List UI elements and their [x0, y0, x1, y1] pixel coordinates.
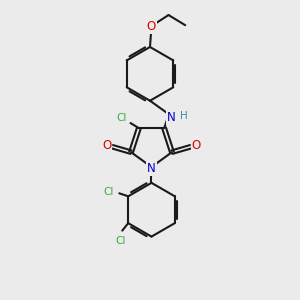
Text: H: H	[180, 111, 188, 121]
Text: N: N	[167, 111, 176, 124]
Text: O: O	[102, 139, 111, 152]
Text: O: O	[147, 20, 156, 33]
Text: Cl: Cl	[115, 236, 125, 246]
Text: Cl: Cl	[116, 113, 127, 123]
Text: Cl: Cl	[103, 187, 113, 197]
Text: N: N	[147, 162, 156, 175]
Text: O: O	[192, 139, 201, 152]
